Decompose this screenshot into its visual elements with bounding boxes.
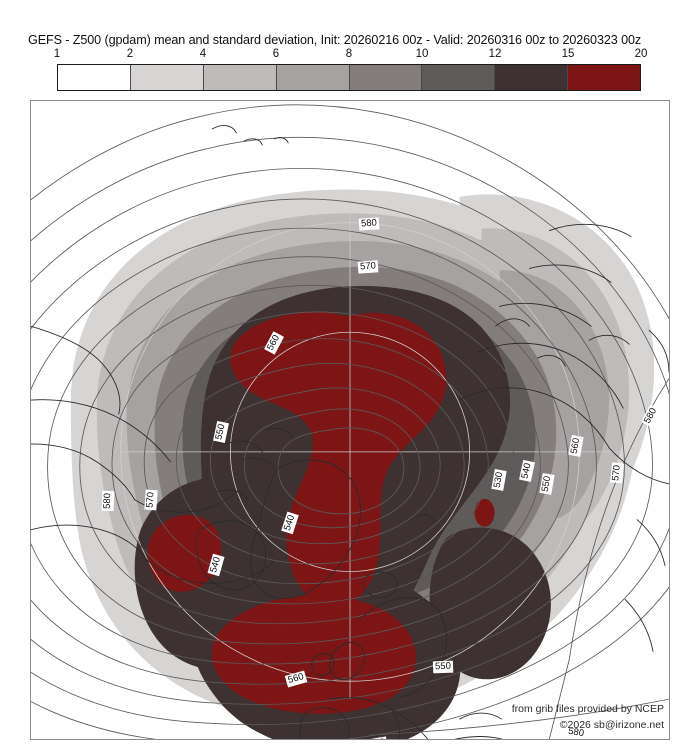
colorbar-tick-15: 15 bbox=[561, 48, 575, 60]
contour-label-550-14: 550 bbox=[432, 660, 454, 674]
colorbar-tick-12: 12 bbox=[488, 48, 502, 60]
contour-label-570-1: 570 bbox=[357, 260, 379, 274]
colorbar-tick-1: 1 bbox=[53, 48, 61, 60]
colorbar bbox=[57, 64, 641, 91]
colorbar-tick-2: 2 bbox=[126, 48, 134, 60]
footer-source: from grib files provided by NCEP bbox=[511, 703, 664, 715]
colorbar-tick-6: 6 bbox=[272, 48, 280, 60]
colorbar-tick-20: 20 bbox=[634, 48, 648, 60]
colorbar-segments bbox=[57, 64, 641, 91]
coastlines bbox=[31, 124, 669, 739]
colorbar-segment-1-2 bbox=[58, 65, 131, 90]
colorbar-segment-6-8 bbox=[276, 65, 350, 90]
colorbar-tick-labels: 1 2 4 6 8 10 12 15 20 bbox=[53, 48, 648, 64]
colorbar-segment-10-12 bbox=[422, 65, 496, 90]
map-frame: 580 570 560 580 570 550 540 540 530 540 550 560 570 5… bbox=[30, 100, 670, 740]
contour-label-580-0: 580 bbox=[358, 217, 380, 231]
colorbar-segment-2-4 bbox=[130, 65, 204, 90]
contour-label-580-3: 580 bbox=[101, 490, 115, 512]
colorbar-tick-4: 4 bbox=[199, 48, 207, 60]
colorbar-segment-4-6 bbox=[203, 65, 277, 90]
contour-label-570-12: 570 bbox=[609, 462, 625, 484]
colorbar-tick-10: 10 bbox=[415, 48, 429, 60]
map-canvas bbox=[31, 101, 669, 739]
colorbar-tick-8: 8 bbox=[345, 48, 353, 60]
colorbar-segment-12-15 bbox=[495, 65, 569, 90]
stddev-shading bbox=[70, 189, 655, 739]
colorbar-segment-15-20 bbox=[568, 65, 640, 90]
colorbar-segment-8-10 bbox=[349, 65, 423, 90]
contour-label-570-4: 570 bbox=[144, 489, 158, 511]
footer-copyright: ©2026 sb@irizone.net bbox=[559, 719, 664, 731]
page-title: GEFS - Z500 (gpdam) mean and standard de… bbox=[28, 33, 642, 47]
